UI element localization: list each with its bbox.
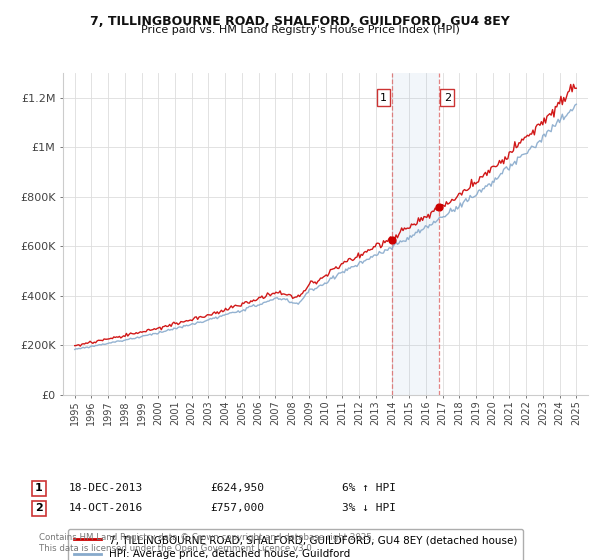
Text: 7, TILLINGBOURNE ROAD, SHALFORD, GUILDFORD, GU4 8EY: 7, TILLINGBOURNE ROAD, SHALFORD, GUILDFO… — [90, 15, 510, 27]
Text: 2: 2 — [444, 92, 451, 102]
Text: Contains HM Land Registry data © Crown copyright and database right 2025.
This d: Contains HM Land Registry data © Crown c… — [39, 533, 374, 553]
Text: £757,000: £757,000 — [210, 503, 264, 514]
Legend: 7, TILLINGBOURNE ROAD, SHALFORD, GUILDFORD, GU4 8EY (detached house), HPI: Avera: 7, TILLINGBOURNE ROAD, SHALFORD, GUILDFO… — [68, 529, 523, 560]
Text: 18-DEC-2013: 18-DEC-2013 — [69, 483, 143, 493]
Text: £624,950: £624,950 — [210, 483, 264, 493]
Bar — [392, 73, 439, 395]
Text: 14-OCT-2016: 14-OCT-2016 — [69, 503, 143, 514]
Text: 2: 2 — [35, 503, 43, 514]
Text: 1: 1 — [35, 483, 43, 493]
Text: 6% ↑ HPI: 6% ↑ HPI — [342, 483, 396, 493]
Text: 3% ↓ HPI: 3% ↓ HPI — [342, 503, 396, 514]
Text: Price paid vs. HM Land Registry's House Price Index (HPI): Price paid vs. HM Land Registry's House … — [140, 25, 460, 35]
Text: 1: 1 — [380, 92, 387, 102]
